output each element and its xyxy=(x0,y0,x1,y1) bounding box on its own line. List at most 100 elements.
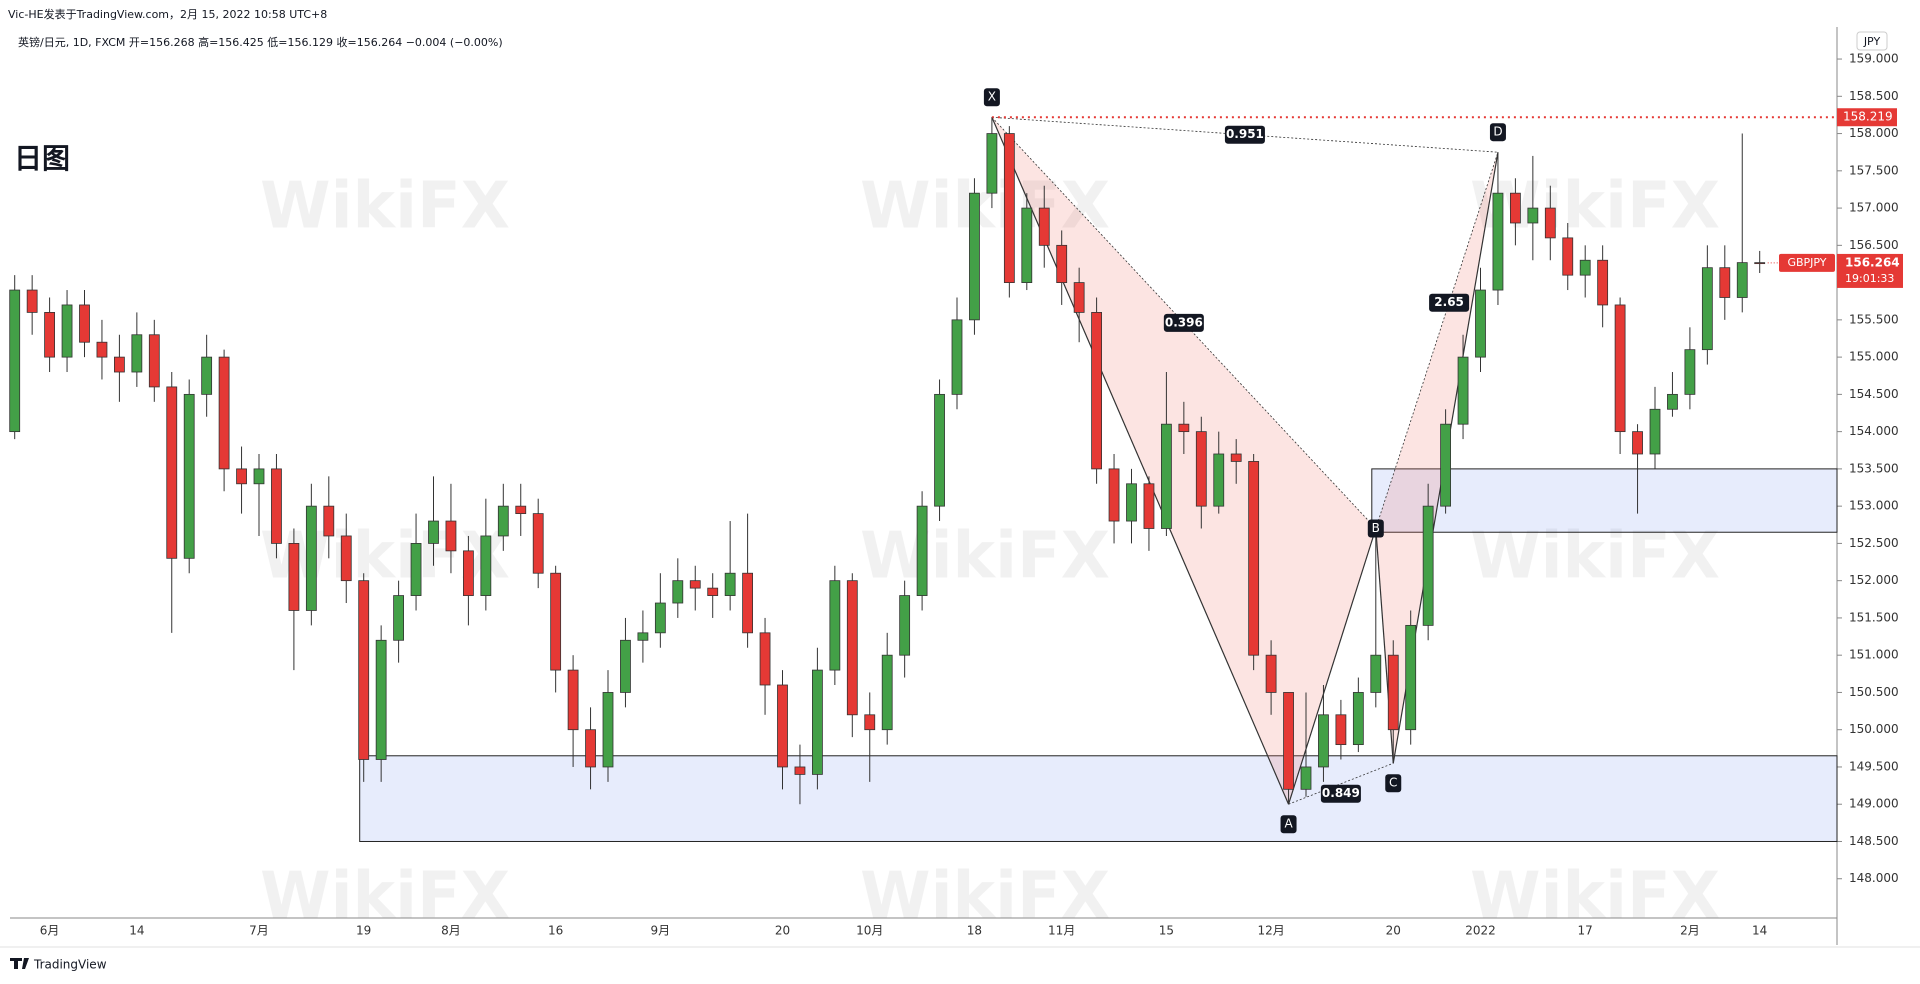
note: 日图 xyxy=(14,142,70,175)
candle-body xyxy=(1073,282,1085,313)
candle-body xyxy=(1475,289,1486,358)
candle-body xyxy=(585,729,596,768)
x-tick-label: 11月 xyxy=(1048,924,1075,938)
candle-body xyxy=(480,535,492,596)
candle-body xyxy=(410,543,422,596)
candle-body xyxy=(969,192,980,321)
candle-body xyxy=(1213,453,1225,507)
candle-body xyxy=(253,468,265,485)
candle-body xyxy=(1684,349,1696,395)
candle-body xyxy=(550,572,562,671)
y-tick-label: 156.500 xyxy=(1849,238,1899,252)
y-tick-label: 151.000 xyxy=(1849,648,1899,662)
point-box xyxy=(1367,519,1384,538)
candle-body xyxy=(1003,133,1015,283)
x-tick-label: 16 xyxy=(548,924,563,938)
y-tick-label: 158.500 xyxy=(1849,89,1899,103)
candle-body xyxy=(1527,207,1539,224)
candle-body xyxy=(1405,624,1417,731)
x-tick-label: 18 xyxy=(967,924,982,938)
candle-body xyxy=(986,133,998,194)
legend: 英镑/日元, 1D, FXCM 开=156.268 高=156.425 低=15… xyxy=(18,35,503,49)
candle-body xyxy=(1091,312,1102,470)
candle-body xyxy=(1614,304,1626,433)
candle-body xyxy=(218,356,230,470)
candle-body xyxy=(672,580,684,604)
x-tick-label: 7月 xyxy=(249,924,269,938)
x-tick-label: 2022 xyxy=(1465,924,1496,938)
candle-body xyxy=(131,334,143,373)
y-tick-label: 154.000 xyxy=(1849,424,1899,438)
point-label: X xyxy=(988,90,996,104)
y-tick-label: 152.000 xyxy=(1849,573,1899,587)
candle-body xyxy=(846,580,858,716)
x-tick-label: 8月 xyxy=(441,924,461,938)
x-tick-label: 20 xyxy=(775,924,790,938)
candle-body xyxy=(114,356,125,373)
x-tick-label: 20 xyxy=(1386,924,1401,938)
point-box xyxy=(1489,123,1506,142)
high-tag xyxy=(1837,108,1897,127)
ratio-box xyxy=(1429,293,1470,312)
ratio-label: 0.396 xyxy=(1165,315,1203,329)
y-tick-label: 152.500 xyxy=(1849,536,1899,550)
x-tick-label: 15 xyxy=(1159,924,1174,938)
point-label: B xyxy=(1372,521,1380,535)
countdown: 19:01:33 xyxy=(1845,272,1894,285)
candle-body xyxy=(1544,207,1556,239)
y-tick-label: 159.000 xyxy=(1849,52,1899,66)
y-tick-label: 148.000 xyxy=(1849,871,1899,885)
candle-body xyxy=(654,602,666,634)
candle-body xyxy=(1457,356,1469,425)
candle-body xyxy=(1161,423,1172,529)
candle-body xyxy=(1126,483,1137,522)
candle-body xyxy=(1230,453,1242,462)
x-tick-label: 19 xyxy=(356,924,371,938)
candle-body xyxy=(166,386,178,559)
candle-body xyxy=(1352,692,1364,746)
ratio-label: 2.65 xyxy=(1434,295,1464,309)
candle-body xyxy=(1649,408,1661,455)
y-tick-label: 148.500 xyxy=(1849,834,1899,848)
watermark: WikiFX xyxy=(860,170,1110,244)
candle-body xyxy=(1248,461,1260,656)
candle-body xyxy=(305,505,317,611)
candle-body xyxy=(1056,244,1068,283)
candle-body xyxy=(148,334,160,388)
candle-body xyxy=(829,580,841,671)
candle-body xyxy=(497,505,509,537)
candle-body xyxy=(358,580,370,760)
watermark: WikiFX xyxy=(860,520,1110,594)
candle-body xyxy=(96,341,108,358)
candle-body xyxy=(934,393,945,507)
point-box xyxy=(983,88,1000,107)
candle-body xyxy=(1422,505,1434,626)
candle-body xyxy=(1387,654,1399,731)
y-tick-label: 149.500 xyxy=(1849,759,1899,773)
candle-body xyxy=(724,572,736,596)
candle-body xyxy=(689,580,701,589)
pattern-line xyxy=(1288,762,1394,805)
candle-body xyxy=(951,319,963,395)
candle-body xyxy=(1754,262,1766,265)
candle-body xyxy=(61,304,73,358)
candle-body xyxy=(1701,267,1713,351)
x-tick-label: 10月 xyxy=(856,924,883,938)
candle-body xyxy=(1562,237,1574,276)
ratio-box xyxy=(1320,784,1361,803)
candle-body xyxy=(1440,423,1451,507)
candle-body xyxy=(1021,207,1033,283)
candle-body xyxy=(1143,483,1155,529)
pattern-line xyxy=(1287,528,1377,805)
candle-body xyxy=(1265,654,1277,693)
watermark: WikiFX xyxy=(1470,170,1720,244)
ratio-box xyxy=(1224,125,1265,144)
candle-body xyxy=(1632,431,1643,455)
y-tick-label: 155.500 xyxy=(1849,312,1899,326)
candle-body xyxy=(1370,654,1382,693)
candle-body xyxy=(1178,423,1190,433)
ratio-box xyxy=(1163,313,1204,332)
candle-body xyxy=(462,550,474,596)
y-tick-label: 154.500 xyxy=(1849,387,1899,401)
